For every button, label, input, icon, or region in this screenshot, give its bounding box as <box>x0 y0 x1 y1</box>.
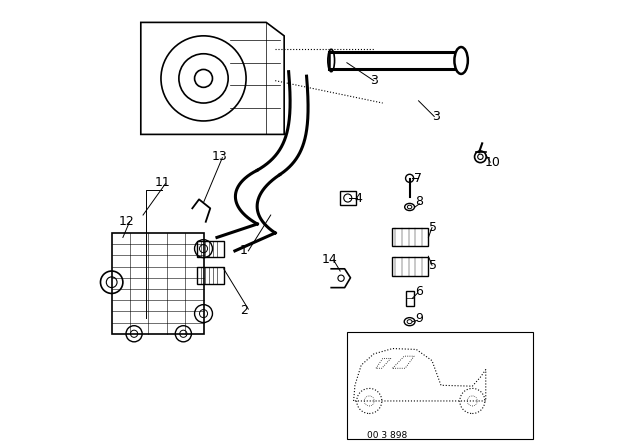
Text: 5: 5 <box>429 221 437 234</box>
Text: 4: 4 <box>354 191 362 205</box>
Bar <box>406 291 413 306</box>
Text: 3: 3 <box>370 74 378 87</box>
Text: 6: 6 <box>415 284 424 298</box>
Text: 3: 3 <box>431 110 440 123</box>
Bar <box>347 332 533 439</box>
Text: 10: 10 <box>484 155 500 169</box>
Text: 1: 1 <box>240 244 248 258</box>
Text: 5: 5 <box>429 258 437 272</box>
Bar <box>197 241 224 257</box>
Text: 2: 2 <box>240 303 248 317</box>
Text: 00 3 898: 00 3 898 <box>367 431 407 440</box>
Bar <box>340 191 356 205</box>
Text: 8: 8 <box>415 195 424 208</box>
Bar <box>392 257 428 276</box>
Text: 13: 13 <box>211 150 227 164</box>
Text: 14: 14 <box>322 253 338 267</box>
Bar <box>392 228 428 246</box>
Bar <box>112 233 204 334</box>
Text: 12: 12 <box>118 215 134 228</box>
Text: 7: 7 <box>413 172 422 185</box>
Text: 11: 11 <box>154 176 170 190</box>
Bar <box>197 267 224 284</box>
Text: 9: 9 <box>415 312 424 326</box>
